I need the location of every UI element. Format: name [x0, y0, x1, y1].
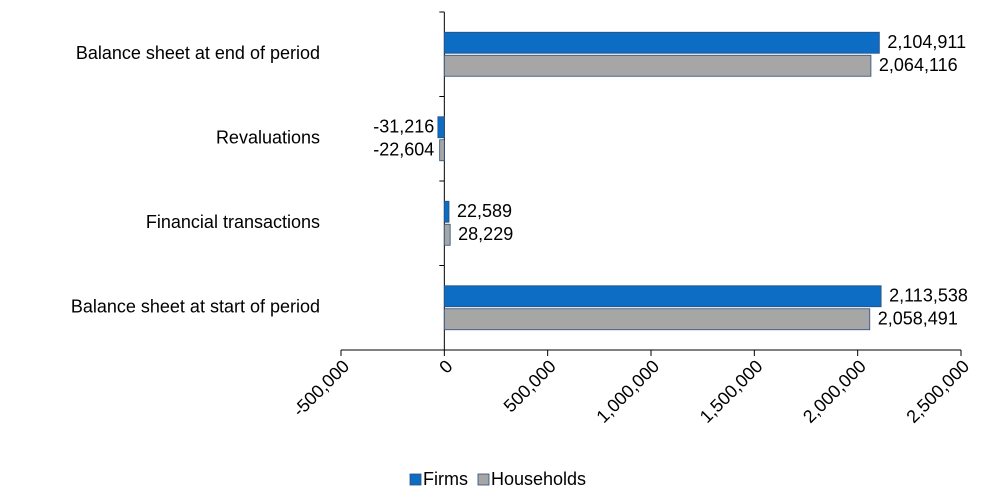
value-label: 2,064,116	[879, 55, 958, 75]
value-label: 2,113,538	[889, 286, 968, 306]
legend-swatch	[477, 473, 490, 486]
bar	[439, 139, 445, 162]
category-label: Balance sheet at end of period	[76, 43, 320, 63]
bar	[437, 116, 445, 139]
x-tick-label: 500,000	[500, 356, 560, 416]
value-label: 2,058,491	[878, 309, 958, 329]
legend-label: Households	[491, 469, 586, 488]
bar	[443, 285, 882, 308]
bar	[443, 54, 872, 77]
bar	[443, 200, 450, 223]
value-label: -31,216	[373, 117, 434, 137]
x-tick-label: 2,500,000	[902, 356, 973, 427]
category-label: Financial transactions	[146, 212, 320, 232]
x-tick-label: 1,000,000	[592, 356, 663, 427]
value-label: 28,229	[458, 224, 513, 244]
value-label: -22,604	[373, 140, 434, 160]
category-label: Revaluations	[216, 128, 320, 148]
bar	[443, 223, 451, 246]
category-label: Balance sheet at start of period	[71, 297, 320, 317]
x-tick-label: 2,000,000	[799, 356, 870, 427]
x-tick-label: -500,000	[289, 356, 353, 420]
bar	[443, 308, 871, 331]
value-label: 22,589	[457, 201, 512, 221]
legend-swatch	[409, 473, 422, 486]
value-label: 2,104,911	[887, 32, 966, 52]
legend-label: Firms	[423, 469, 468, 488]
x-tick-label: 0	[435, 356, 456, 377]
bar	[443, 31, 880, 54]
x-tick-label: 1,500,000	[696, 356, 767, 427]
